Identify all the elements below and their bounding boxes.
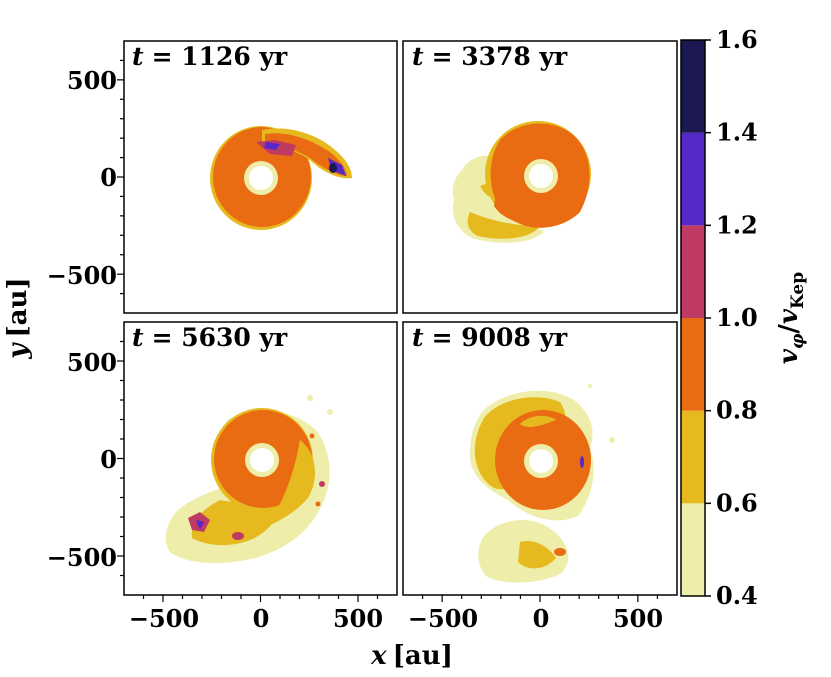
colorbar-title: vφ/vKep bbox=[774, 272, 808, 364]
colorbar-tick-label: 1.0 bbox=[716, 303, 758, 332]
lower-debris-band bbox=[518, 540, 556, 569]
colorbar-tick-label: 0.8 bbox=[716, 396, 758, 425]
colorbar-band-2 bbox=[681, 318, 705, 411]
y-axis-title: y[au] bbox=[3, 277, 33, 359]
inner-hole bbox=[529, 449, 553, 473]
panel-3-label: t = 5630 yr bbox=[132, 323, 288, 352]
colorbar-band-4 bbox=[681, 132, 705, 226]
x-tick-label-right-500: 500 bbox=[613, 604, 663, 633]
clump-d bbox=[309, 433, 315, 439]
arm-body bbox=[494, 178, 548, 224]
panel-2-field bbox=[452, 121, 591, 243]
clump-core bbox=[329, 163, 337, 173]
fast-region-core bbox=[264, 142, 280, 150]
colorbar-tick-label: 0.4 bbox=[716, 581, 758, 610]
x-axis-title: x [au] bbox=[370, 641, 453, 671]
panel-2-label: t = 3378 yr bbox=[412, 42, 568, 71]
panel-2: t = 3378 yr bbox=[402, 40, 678, 314]
colorbar-tick-label: 1.2 bbox=[716, 210, 758, 239]
y-tick-label-top-0: 0 bbox=[100, 163, 117, 192]
clump-c bbox=[319, 481, 325, 487]
panel-1: t = 1126 yr bbox=[123, 40, 398, 314]
panel-4-field bbox=[470, 384, 615, 583]
colorbar-tick-label: 1.6 bbox=[716, 25, 758, 54]
panel-2-frame bbox=[402, 40, 678, 314]
x-tick-label-left-0: 0 bbox=[253, 604, 270, 633]
colorbar-bands bbox=[681, 40, 705, 596]
colorbar-band-5 bbox=[681, 40, 705, 133]
y-tick-label-bottom-500: 500 bbox=[67, 348, 117, 377]
panel-4: t = 9008 yr bbox=[402, 321, 678, 596]
small-clump bbox=[580, 456, 584, 468]
x-tick-labels: −500 0 500 −500 0 500 bbox=[129, 604, 663, 633]
tail-band bbox=[467, 212, 540, 239]
blob-b bbox=[588, 384, 592, 388]
y-tick-label-top-neg500: −500 bbox=[47, 261, 117, 290]
clump-b bbox=[232, 532, 244, 540]
colorbar-ticks: 0.4 0.6 0.8 1.0 1.2 1.4 1.6 bbox=[705, 25, 758, 610]
y-tick-labels: 500 0 −500 500 0 −500 bbox=[47, 66, 117, 572]
colorbar-tick-label: 0.6 bbox=[716, 488, 758, 517]
axis-ticks bbox=[117, 59, 659, 602]
panel-3: t = 5630 yr bbox=[123, 321, 398, 596]
colorbar: 0.4 0.6 0.8 1.0 1.2 1.4 1.6 vφ/vKep bbox=[680, 25, 808, 610]
x-tick-label-left-neg500: −500 bbox=[129, 604, 199, 633]
y-tick-label-bottom-0: 0 bbox=[100, 445, 117, 474]
colorbar-band-1 bbox=[681, 410, 705, 504]
x-tick-label-right-neg500: −500 bbox=[408, 604, 478, 633]
y-tick-label-bottom-neg500: −500 bbox=[47, 543, 117, 572]
panel-3-field bbox=[165, 395, 333, 564]
panel-1-field bbox=[210, 126, 352, 230]
clump bbox=[328, 158, 346, 176]
blob-b bbox=[327, 409, 333, 415]
clump-a-core bbox=[196, 520, 204, 530]
outer-arm bbox=[268, 440, 315, 526]
blob-a bbox=[307, 395, 313, 401]
panel-4-label: t = 9008 yr bbox=[412, 323, 568, 352]
clump-e bbox=[315, 501, 321, 507]
blob-a bbox=[609, 437, 615, 443]
colorbar-tick-label: 1.4 bbox=[716, 118, 758, 147]
inner-hole bbox=[529, 164, 553, 188]
inner-hole bbox=[250, 448, 274, 472]
inner-hole bbox=[249, 166, 273, 190]
disk-patch bbox=[520, 415, 556, 427]
x-tick-label-right-0: 0 bbox=[533, 604, 550, 633]
colorbar-band-3 bbox=[681, 225, 705, 318]
colorbar-band-0 bbox=[681, 503, 705, 596]
x-tick-label-left-500: 500 bbox=[333, 604, 383, 633]
lower-clump bbox=[554, 548, 566, 556]
panel-1-label: t = 1126 yr bbox=[132, 42, 288, 71]
y-tick-label-top-500: 500 bbox=[67, 66, 117, 95]
